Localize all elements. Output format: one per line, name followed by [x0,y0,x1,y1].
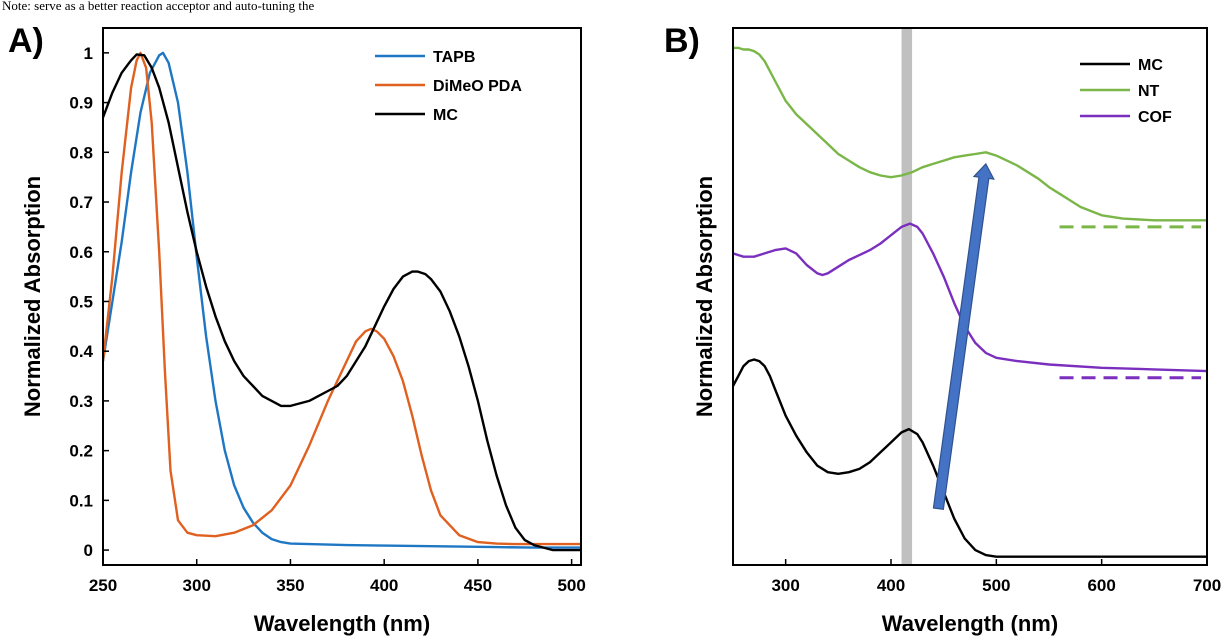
panel-b-xtick-label: 300 [771,576,799,595]
panel-b-plot-area [733,46,1207,558]
panel-a-plot-area [103,51,581,552]
panel-a-ytick-label: 0.5 [69,292,93,311]
panel-b-xtick-label: 500 [982,576,1010,595]
panel-b-xtick-label: 400 [877,576,905,595]
panel-a-ytick-label: 0.8 [69,143,93,162]
panel-a-panel-label: A) [8,22,44,60]
panel-a-ytick-label: 0.7 [69,193,93,212]
panel-b-highlight-band [901,28,913,565]
panel-a-ytick-label: 0.1 [69,491,93,510]
panel-b-legend-label: MC [1138,57,1163,74]
panel-b-chart: 300 400 500 600 700 Wavelength (nm) Normalized… [664,22,1221,636]
panel-a-chart: 250 300 350 400 450 500 0 0.1 0.2 0.3 0.4 0.5 0.6 0.7… [8,22,586,636]
panel-b-shift-arrow [932,162,995,511]
panel-a-ytick-label: 0.4 [69,342,93,361]
panel-a-series-mc [103,53,581,552]
panel-a-axes-frame [102,27,582,566]
panel-b-xtick-label: 700 [1193,576,1221,595]
figure-caption: Note: serve as a better reaction accepto… [2,0,315,13]
panel-a-ytick-label: 0.3 [69,392,93,411]
panel-b-xaxis-label: Wavelength (nm) [882,611,1058,636]
panel-a-legend-label: DiMeO PDA [433,78,522,95]
panel-a-xtick-label: 350 [276,576,304,595]
panel-b-legend-label: NT [1138,83,1160,100]
panel-b-panel-label: B) [664,22,700,60]
panel-a-xtick-label: 250 [89,576,117,595]
panel-a-xtick-label: 300 [183,576,211,595]
panel-a-xtick-label: 400 [370,576,398,595]
panel-b-yaxis-label: Normalized Absorption [692,176,717,417]
panel-a-legend-label: MC [433,107,458,124]
panel-a-yaxis-label: Normalized Absorption [20,176,45,417]
panel-a-ytick-label: 0 [84,541,93,560]
panel-a-ytick-label: 1 [84,44,93,63]
panel-a-series-dimeo-pda [103,51,581,546]
panel-b-legend-label: COF [1138,109,1172,126]
panel-a-xtick-label: 500 [557,576,585,595]
panel-b-series-mc [733,358,1207,558]
panel-a-ytick-label: 0.6 [69,243,93,262]
panel-a-ytick-label: 0.9 [69,94,93,113]
panel-b-series-nt [733,46,1207,222]
panel-b-xtick-label: 600 [1087,576,1115,595]
panel-b-axes-frame [732,27,1208,566]
panel-a-xaxis-label: Wavelength (nm) [254,611,430,636]
panel-a-legend-label: TAPB [433,49,475,66]
panel-b-series-cof [733,222,1207,373]
panel-a-xtick-label: 450 [464,576,492,595]
panel-a-series-tapb [103,51,581,549]
panel-b-arrow-shape [932,162,995,511]
panel-a-ytick-label: 0.2 [69,442,93,461]
